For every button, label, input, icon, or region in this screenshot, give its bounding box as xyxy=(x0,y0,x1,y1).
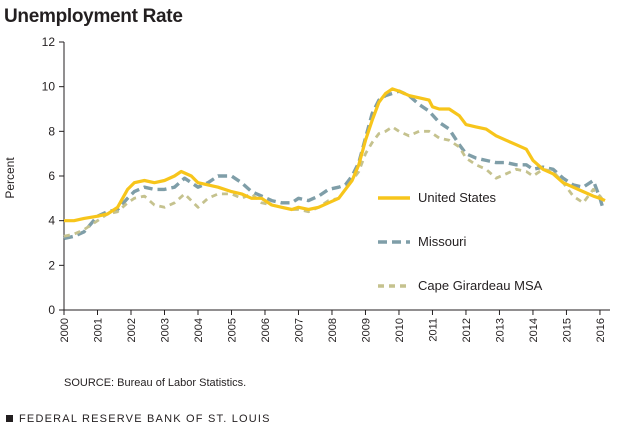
x-tick-label: 2006 xyxy=(260,318,272,342)
y-axis-title: Percent xyxy=(3,157,17,199)
legend-label: United States xyxy=(418,190,497,205)
x-tick-label: 2009 xyxy=(360,318,372,342)
y-tick-label: 8 xyxy=(48,124,55,138)
x-tick-label: 2014 xyxy=(528,318,540,342)
legend-label: Cape Girardeau MSA xyxy=(418,278,543,293)
x-tick-label: 2000 xyxy=(59,318,71,342)
x-tick-label: 2005 xyxy=(226,318,238,342)
footer: FEDERAL RESERVE BANK OF ST. LOUIS xyxy=(6,413,271,425)
legend-label: Missouri xyxy=(418,234,467,249)
source-note: SOURCE: Bureau of Labor Statistics. xyxy=(64,377,247,389)
x-tick-label: 2004 xyxy=(193,318,205,342)
y-tick-label: 4 xyxy=(48,214,55,228)
x-tick-label: 2001 xyxy=(92,318,104,342)
x-tick-label: 2016 xyxy=(595,318,607,342)
chart-series-lines xyxy=(63,87,606,241)
series-line-missouri xyxy=(63,89,605,241)
chart-legend: United States Missouri Cape Girardeau MSA xyxy=(378,190,543,293)
x-tick-label: 2008 xyxy=(327,318,339,342)
x-tick-label: 2013 xyxy=(494,318,506,342)
x-tick-label: 2007 xyxy=(293,318,305,342)
y-tick-label: 6 xyxy=(48,169,55,183)
x-tick-label: 2003 xyxy=(159,318,171,342)
chart-axes: 0 2 4 6 8 10 12 2000 2001 2002 2003 2004 2005 2006 200… xyxy=(3,35,610,342)
y-tick-label: 12 xyxy=(42,35,56,49)
chart-title: Unemployment Rate xyxy=(4,6,183,27)
x-tick-label: 2002 xyxy=(126,318,138,342)
x-tick-label: 2015 xyxy=(561,318,573,342)
footer-square-icon xyxy=(6,415,13,422)
series-line-cape-girardeau-msa xyxy=(63,125,605,238)
x-tick-label: 2011 xyxy=(427,318,439,342)
series-line-united-states xyxy=(64,87,606,223)
y-tick-label: 10 xyxy=(42,80,56,94)
x-tick-label: 2012 xyxy=(461,318,473,342)
x-tick-label: 2010 xyxy=(394,318,406,342)
footer-text: FEDERAL RESERVE BANK OF ST. LOUIS xyxy=(19,413,271,425)
y-tick-label: 0 xyxy=(48,303,55,317)
y-tick-label: 2 xyxy=(48,258,55,272)
